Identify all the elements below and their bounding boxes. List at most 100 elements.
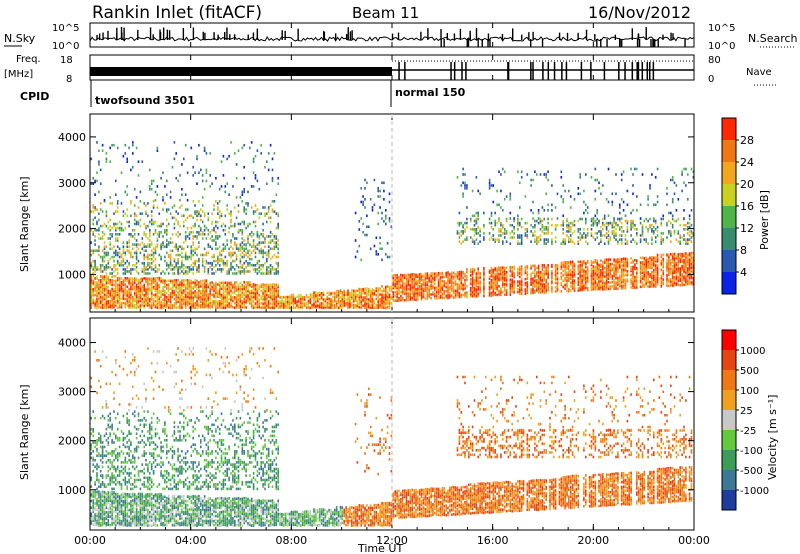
power-cell [424,280,427,284]
power-cell [439,277,442,281]
power-cell [590,274,593,277]
power-cell [547,282,549,286]
power-cell [619,211,621,215]
power-cell [617,242,619,245]
power-cell [562,240,564,243]
power-cell [424,297,427,300]
power-cell [137,287,140,291]
power-cell [234,251,236,255]
power-cell [183,224,185,228]
power-cell [615,266,617,270]
power-cell [99,275,102,278]
power-cell [120,285,123,289]
power-cell [466,293,468,296]
power-cell [534,223,536,227]
power-cell [645,281,647,285]
power-cell [466,285,468,288]
power-cell [579,217,581,221]
power-cell [409,296,412,299]
power-cell [583,269,585,273]
power-cell [586,276,589,279]
power-cell [418,291,421,295]
power-cell [435,288,438,292]
power-cell [207,270,210,273]
power-cell [541,290,544,294]
power-cell [92,259,94,263]
power-cell [258,251,261,255]
power-cell [400,296,402,300]
power-cell [154,283,157,286]
power-cell [135,297,138,301]
power-cell [224,233,227,236]
power-cell [579,173,581,176]
power-cell [239,261,242,265]
power-cell [566,267,568,270]
power-cell [424,278,427,282]
power-cell [562,285,564,289]
power-cell [496,221,498,225]
power-cell [275,298,278,301]
power-cell [537,264,540,268]
power-cell [164,272,166,275]
power-cell [254,204,257,207]
power-cell [543,291,546,294]
power-cell [524,269,527,273]
power-cell [247,202,249,205]
power-cell [235,264,238,267]
power-cell [409,286,412,289]
power-cell [517,223,519,227]
power-cell [511,236,513,239]
power-cell [541,272,544,276]
power-cell [530,279,532,283]
power-cell [613,258,615,261]
power-cell [630,167,632,171]
power-cell [196,295,198,299]
power-cell [115,264,117,267]
power-cell [520,273,523,277]
power-cell [639,268,642,272]
power-cell [341,297,344,301]
power-cell [211,264,213,267]
power-cell [632,219,634,223]
power-cell [520,170,523,174]
power-cell [139,306,142,310]
power-cell [247,204,249,207]
power-cell [124,261,127,265]
power-cell [109,272,111,275]
power-cell [590,217,593,221]
power-cell [598,219,600,223]
power-cell [641,271,644,275]
power-cell [158,291,161,295]
power-cell [585,173,587,176]
power-cell [181,245,183,248]
power-cell [483,294,485,298]
power-cell [254,295,257,298]
power-cell [577,280,580,284]
power-cell [519,290,521,293]
power-cell [92,300,94,303]
power-cell [466,221,468,225]
power-cell [220,257,223,261]
power-cell [154,279,157,283]
power-cell [266,291,268,295]
power-cell [139,304,142,307]
power-cell [111,281,113,284]
power-cell [301,297,304,301]
power-cell [607,167,610,171]
power-cell [469,292,472,296]
power-cell [122,264,125,267]
power-cell [275,293,278,297]
power-cell [205,168,208,172]
power-cell [466,270,468,274]
power-cell [345,291,347,294]
power-cell [169,279,172,283]
power-cell [377,306,379,309]
power-cell [166,210,168,213]
power-cell [347,300,349,303]
power-cell [179,266,181,269]
power-cell [201,302,204,305]
power-cell [396,280,398,283]
power-cell [220,160,223,163]
power-cell [388,200,391,204]
power-cell [554,286,557,289]
